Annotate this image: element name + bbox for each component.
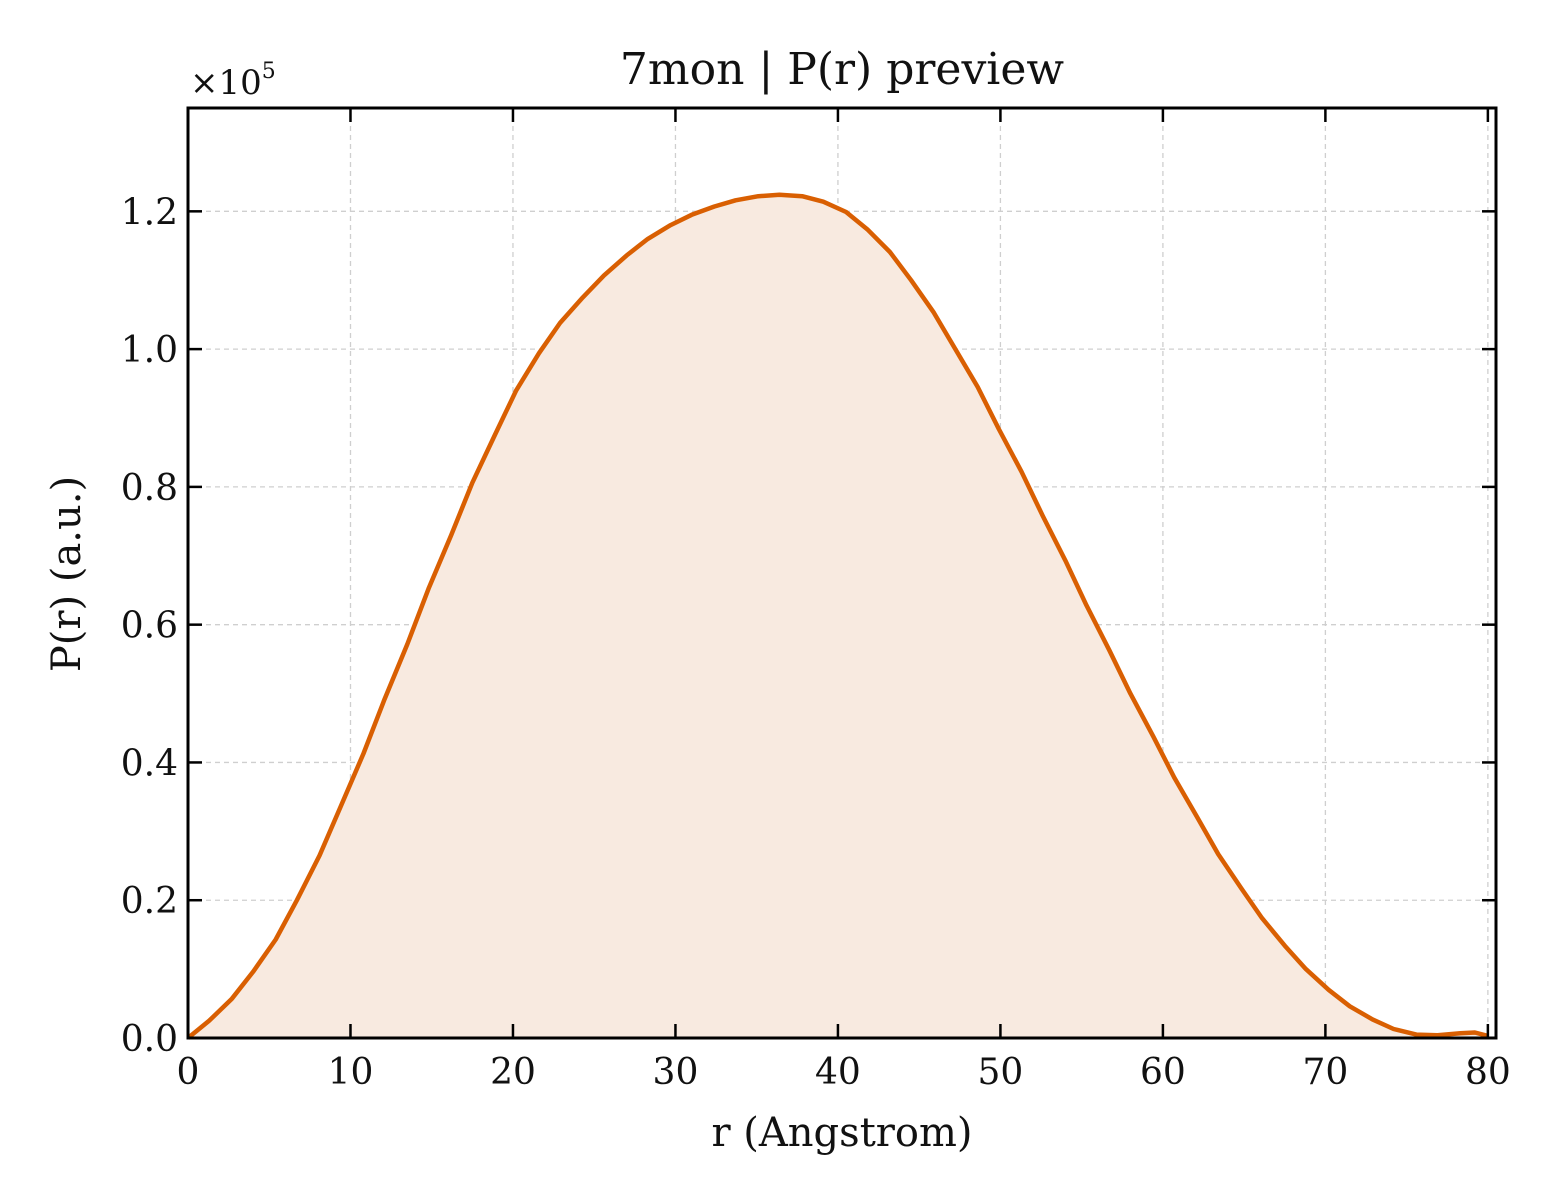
x-tick-label: 0 xyxy=(177,1052,200,1093)
y-axis-ticks: 0.0 0.2 0.4 0.6 0.8 1.0 1.2 xyxy=(121,192,1496,1060)
x-tick-label: 40 xyxy=(815,1052,861,1093)
y-axis-multiplier-exponent: 5 xyxy=(262,59,276,84)
y-axis-multiplier: ×105 xyxy=(190,59,276,103)
y-tick-label: 1.2 xyxy=(121,192,178,233)
y-tick-label: 0.0 xyxy=(121,1019,178,1060)
y-tick-label: 0.6 xyxy=(121,606,178,647)
plot-frame xyxy=(186,106,1498,1040)
chart-title: 7mon | P(r) preview xyxy=(620,44,1065,95)
x-tick-label: 50 xyxy=(978,1052,1024,1093)
y-tick-label: 0.8 xyxy=(121,468,178,509)
y-axis-label: P(r) (a.u.) xyxy=(44,476,90,672)
x-axis-ticks: 0 10 20 30 40 50 60 70 80 xyxy=(177,108,1511,1093)
area-fill xyxy=(188,194,1488,1039)
y-tick-label: 0.2 xyxy=(121,881,178,922)
y-tick-label: 1.0 xyxy=(121,330,178,371)
x-tick-label: 60 xyxy=(1140,1052,1186,1093)
x-tick-label: 80 xyxy=(1465,1052,1511,1093)
y-axis-multiplier-base: ×10 xyxy=(190,63,262,103)
x-axis-label: r (Angstrom) xyxy=(711,1110,972,1156)
x-tick-label: 30 xyxy=(653,1052,699,1093)
y-tick-label: 0.4 xyxy=(121,743,178,784)
x-tick-label: 70 xyxy=(1302,1052,1348,1093)
x-tick-label: 20 xyxy=(490,1052,536,1093)
pr-curve-line xyxy=(186,192,1489,1040)
x-tick-label: 10 xyxy=(328,1052,374,1093)
